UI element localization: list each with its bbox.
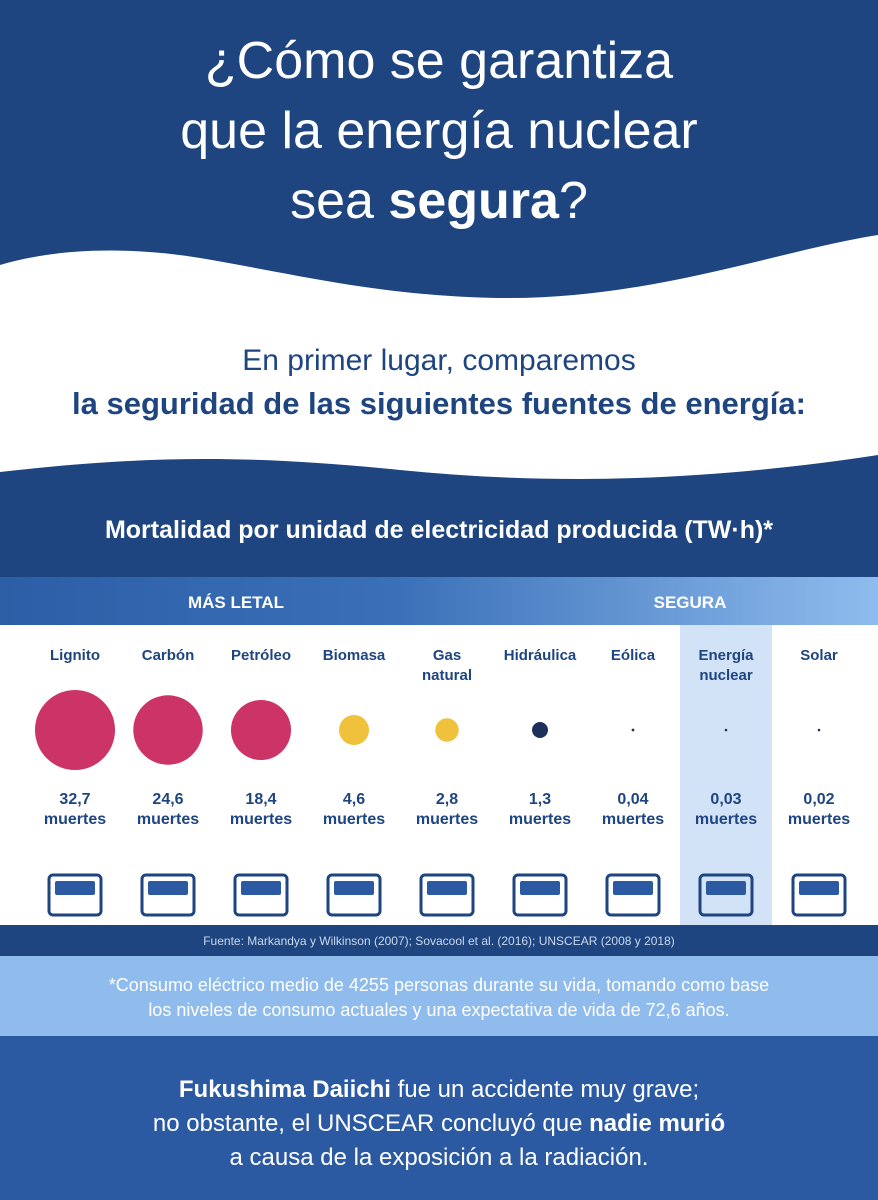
intro-line: En primer lugar, comparemos	[242, 344, 636, 377]
title-text: sea	[290, 172, 388, 230]
unit-label: muertes	[602, 811, 664, 828]
icon	[791, 873, 847, 917]
note-band	[0, 956, 878, 1036]
category-label: Energía	[698, 647, 754, 664]
category-label: nuclear	[699, 667, 753, 684]
icon-fill	[706, 881, 746, 895]
category-label: natural	[422, 667, 472, 684]
scale-right: SEGURA	[654, 593, 727, 612]
unit-label: muertes	[137, 811, 199, 828]
icon	[233, 873, 289, 917]
source: Fuente: Markandya y Wilkinson (2007); So…	[203, 934, 675, 948]
category-label: Lignito	[50, 647, 100, 664]
unit-label: muertes	[416, 811, 478, 828]
icon	[512, 873, 568, 917]
unit-label: muertes	[323, 811, 385, 828]
icon-fill	[334, 881, 374, 895]
footer-line: a causa de la exposición a la radiación.	[230, 1144, 649, 1171]
icon-fill	[613, 881, 653, 895]
bubble	[34, 689, 116, 771]
title-bold: segura	[388, 172, 560, 230]
icon	[326, 873, 382, 917]
category-label: Carbón	[142, 647, 195, 664]
unit-label: muertes	[44, 811, 106, 828]
icon	[698, 873, 754, 917]
category-label: Eólica	[611, 647, 656, 664]
icon-fill	[427, 881, 467, 895]
header-wave	[0, 0, 878, 299]
bubble	[133, 695, 203, 765]
category-label: Solar	[800, 647, 838, 664]
unit-label: muertes	[230, 811, 292, 828]
value-label: 0,02	[803, 791, 834, 808]
bubble	[435, 718, 459, 742]
icon	[605, 873, 661, 917]
bubble	[631, 728, 635, 732]
footer-line: Fukushima Daiichi fue un accidente muy g…	[179, 1076, 699, 1103]
icon	[47, 873, 103, 917]
chart-title: Mortalidad por unidad de electricidad pr…	[105, 516, 773, 544]
footer: Fukushima Daiichi fue un accidente muy g…	[153, 1076, 725, 1171]
intro-line: la seguridad de las siguientes fuentes d…	[72, 386, 806, 421]
icon-fill	[148, 881, 188, 895]
note-line: *Consumo eléctrico medio de 4255 persona…	[109, 975, 769, 995]
icon	[140, 873, 196, 917]
footer-band	[0, 1036, 878, 1200]
footer-text: no obstante, el UNSCEAR concluyó que	[153, 1110, 589, 1137]
bubble	[338, 714, 370, 746]
title: ¿Cómo se garantiza que la energía nuclea…	[180, 32, 698, 230]
value-label: 4,6	[343, 791, 365, 808]
icon-fill	[799, 881, 839, 895]
footer-bold: nadie murió	[589, 1110, 725, 1137]
note-line: los niveles de consumo actuales y una ex…	[148, 1000, 729, 1020]
icon	[419, 873, 475, 917]
icon-fill	[520, 881, 560, 895]
title-line: sea segura?	[290, 172, 588, 230]
title-line: que la energía nuclear	[180, 102, 698, 160]
footer-line: no obstante, el UNSCEAR concluyó que nad…	[153, 1110, 725, 1137]
unit-label: muertes	[509, 811, 571, 828]
title-line: ¿Cómo se garantiza	[205, 32, 673, 90]
bubble	[532, 722, 548, 738]
chart-columns: Lignito 32,7 muertes Carbón 24,6 muertes Petró…	[34, 625, 850, 925]
bubble	[817, 728, 821, 732]
value-label: 0,04	[617, 791, 648, 808]
unit-label: muertes	[695, 811, 757, 828]
value-label: 24,6	[152, 791, 183, 808]
title-text: ?	[559, 172, 588, 230]
category-label: Hidráulica	[504, 647, 577, 664]
value-label: 1,3	[529, 791, 551, 808]
icon-fill	[55, 881, 95, 895]
scale-bar	[0, 577, 878, 625]
scale-left: MÁS LETAL	[188, 593, 284, 612]
bubble	[230, 699, 292, 761]
value-label: 2,8	[436, 791, 458, 808]
source-band	[0, 925, 878, 956]
value-label: 18,4	[245, 791, 276, 808]
value-label: 0,03	[710, 791, 741, 808]
category-label: Petróleo	[231, 647, 291, 664]
unit-label: muertes	[788, 811, 850, 828]
chart-header-band	[0, 455, 878, 577]
bubble	[724, 728, 728, 732]
value-label: 32,7	[59, 791, 90, 808]
category-label: Biomasa	[323, 647, 386, 664]
icon-fill	[241, 881, 281, 895]
category-label: Gas	[433, 647, 461, 664]
footer-bold: Fukushima Daiichi	[179, 1076, 391, 1103]
footer-text: fue un accidente muy grave;	[391, 1076, 699, 1103]
